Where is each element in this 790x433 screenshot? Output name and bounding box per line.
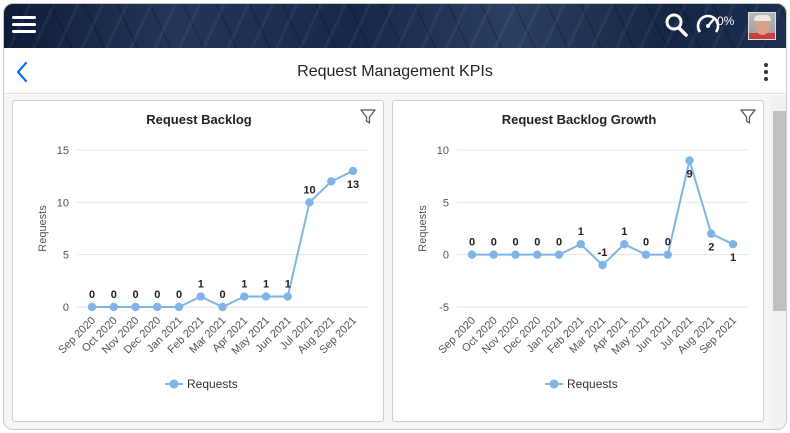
data-point [153, 302, 162, 312]
data-label: 1 [730, 252, 736, 264]
filter-icon[interactable] [360, 109, 376, 124]
scrollbar-thumb[interactable] [773, 111, 786, 311]
data-label: 0 [534, 237, 540, 249]
legend-label: Requests [567, 377, 618, 391]
data-label: 1 [621, 226, 627, 238]
data-point [261, 292, 271, 301]
data-label: 0 [556, 237, 562, 249]
legend: Requests [165, 377, 238, 391]
y-tick-label: 5 [63, 250, 69, 262]
data-label: 1 [578, 226, 584, 238]
y-tick-label: 0 [443, 250, 449, 262]
data-point [554, 250, 564, 259]
hamburger-icon[interactable] [12, 13, 36, 37]
legend-label: Requests [187, 377, 238, 391]
data-point [511, 250, 520, 259]
y-tick-label: 10 [437, 145, 449, 157]
data-point [327, 177, 336, 186]
app-window: 0% Request Management KPIs Request Backl… [3, 3, 787, 430]
data-point [240, 292, 249, 301]
data-label: 1 [285, 279, 291, 291]
data-label: 0 [154, 289, 160, 301]
data-label: 0 [643, 237, 649, 249]
page-header: Request Management KPIs [4, 48, 786, 94]
y-tick-label: 0 [63, 302, 69, 314]
chart-request-backlog-growth: Request Backlog Growth-50510RequestsSep … [417, 109, 756, 391]
avatar[interactable] [748, 12, 776, 40]
legend-marker [169, 379, 179, 389]
data-label: 0 [469, 237, 475, 249]
data-point [707, 229, 716, 238]
data-label: 0 [176, 289, 182, 301]
data-point [598, 260, 607, 270]
data-point [620, 240, 629, 249]
data-label: -1 [598, 247, 608, 259]
data-label: 2 [708, 242, 714, 254]
data-point [218, 302, 227, 312]
data-point [283, 292, 292, 301]
y-tick-label: 10 [57, 197, 69, 209]
y-tick-label: -5 [439, 302, 449, 314]
data-label: 0 [132, 289, 138, 301]
data-point [196, 292, 205, 301]
search-icon[interactable] [664, 12, 688, 38]
data-point [305, 198, 314, 207]
chart-card-request-backlog-growth: Request Backlog Growth -5 0 5 10 Requests Sep … [392, 100, 764, 422]
data-point [533, 250, 542, 259]
data-label: 0 [219, 289, 225, 301]
data-point [641, 250, 651, 259]
data-point [576, 240, 585, 249]
filter-icon-shape [740, 109, 756, 124]
data-label: 9 [686, 168, 692, 180]
data-label: 0 [111, 289, 117, 301]
more-vertical-icon[interactable] [760, 61, 772, 83]
chart-title: Request Backlog Growth [502, 112, 657, 127]
vertical-scrollbar[interactable] [771, 95, 786, 429]
chevron-left-icon[interactable] [14, 60, 30, 84]
y-axis-label: Requests [37, 205, 49, 252]
top-bar: 0% [4, 4, 786, 48]
data-point [348, 166, 358, 176]
page-title: Request Management KPIs [297, 63, 493, 80]
filter-icon-shape [360, 109, 376, 124]
data-point [685, 156, 694, 165]
data-label: 0 [665, 237, 671, 249]
data-label: 0 [89, 289, 95, 301]
y-tick-label: 15 [57, 145, 69, 157]
chart-title: Request Backlog [146, 112, 252, 127]
gauge-icon[interactable] [696, 12, 720, 38]
data-label: 1 [198, 279, 204, 291]
legend: Requests [545, 377, 618, 391]
data-label: 0 [491, 237, 497, 249]
data-point [663, 250, 672, 259]
data-label: 10 [303, 184, 315, 196]
data-point [174, 302, 184, 312]
data-point [467, 250, 477, 259]
chart-card-request-backlog: Request Backlog 0 5 10 15 Requests Sep 2020 Oct… [12, 100, 384, 422]
y-tick-label: 5 [443, 197, 449, 209]
dashboard-content: Request Backlog 0 5 10 15 Requests Sep 2020 Oct… [4, 95, 771, 429]
data-point [489, 250, 498, 259]
data-label: 1 [241, 279, 247, 291]
filter-icon[interactable] [740, 109, 756, 124]
data-point [109, 302, 118, 312]
gauge-percentage: 0% [717, 14, 735, 28]
legend-marker [549, 379, 559, 389]
data-point [87, 302, 97, 312]
data-label: 0 [512, 237, 518, 249]
y-axis-label: Requests [417, 205, 429, 252]
data-label: 1 [263, 279, 269, 291]
data-point [131, 302, 140, 312]
data-point [728, 240, 738, 249]
data-label: 13 [347, 179, 359, 191]
